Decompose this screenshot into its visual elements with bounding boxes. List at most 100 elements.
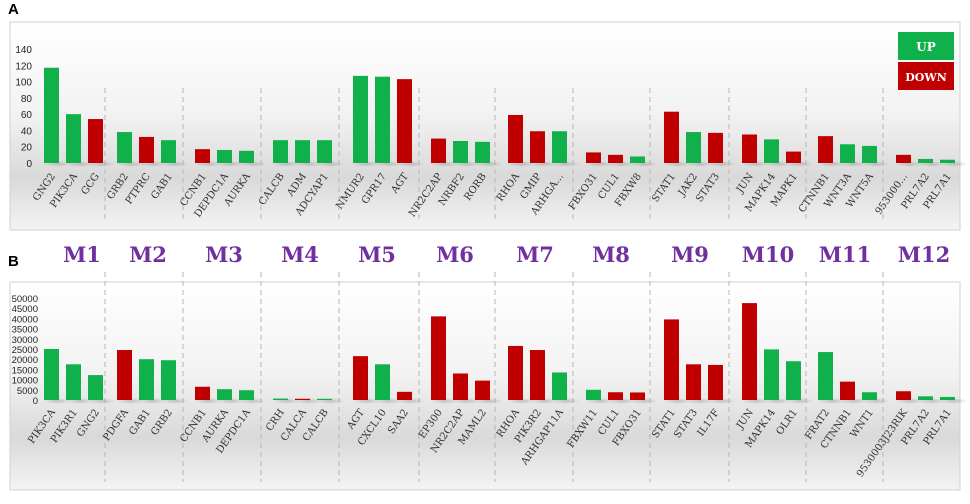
bar-pik3r2 xyxy=(530,350,545,400)
bar-rorb xyxy=(475,141,490,163)
y-tick-label: 40 xyxy=(21,126,33,137)
bar-fbxo31 xyxy=(630,392,645,400)
y-tick-label: 15000 xyxy=(12,365,38,376)
y-tick-label: 25000 xyxy=(12,345,38,356)
bar-gng2 xyxy=(88,375,103,400)
bar-adm xyxy=(295,140,310,163)
bar-rhoa xyxy=(508,114,523,163)
bar-nmur2 xyxy=(353,75,368,163)
bar-depdc1a xyxy=(239,390,254,400)
y-tick-label: 120 xyxy=(15,61,32,72)
bar-ccnb1 xyxy=(195,386,210,400)
bar-pdgfa xyxy=(117,350,132,400)
bar-pik3r1 xyxy=(66,364,81,400)
bar-calca xyxy=(295,398,310,400)
y-tick-label: 40000 xyxy=(12,314,38,325)
y-tick-label: 60 xyxy=(21,110,33,121)
bar-prl7a1 xyxy=(940,396,955,400)
panel-label-a: A xyxy=(8,1,19,18)
bar-mapk14 xyxy=(764,139,779,163)
y-tick-label: 140 xyxy=(15,45,32,56)
bar-arhga- xyxy=(552,131,567,163)
y-tick-label: 100 xyxy=(15,78,32,89)
bar-aurka xyxy=(217,389,232,400)
bar-calcb xyxy=(317,398,332,400)
bar-ctnnb1 xyxy=(818,136,833,163)
module-label-m8: M8 xyxy=(592,242,630,267)
bar-depdc1a xyxy=(217,149,232,163)
bar-cxcl10 xyxy=(375,364,390,400)
module-label-m1: M1 xyxy=(63,242,101,267)
y-tick-label: 10000 xyxy=(12,376,38,387)
bar-9530003j23rik xyxy=(896,391,911,400)
bar-jak2 xyxy=(686,132,701,163)
module-label-m10: M10 xyxy=(742,242,794,267)
bar-jun xyxy=(742,134,757,163)
bar-rhoa xyxy=(508,345,523,400)
bar-953000- xyxy=(896,154,911,163)
legend-up-swatch xyxy=(898,32,954,60)
bar-agt xyxy=(353,356,368,400)
y-tick-label: 0 xyxy=(26,159,32,170)
bar-crh xyxy=(273,398,288,400)
bar-gab1 xyxy=(139,359,154,400)
module-label-m7: M7 xyxy=(516,242,554,267)
bar-prl7a2 xyxy=(918,158,933,163)
bar-ptprc xyxy=(139,136,154,163)
bar-jun xyxy=(742,303,757,400)
legend-down-label: DOWN xyxy=(905,71,947,84)
bar-arhgap11a xyxy=(552,372,567,400)
y-tick-label: 45000 xyxy=(12,304,38,315)
bar-prl7a1 xyxy=(940,159,955,163)
bar-ep300 xyxy=(431,316,446,400)
plot-area xyxy=(9,21,961,231)
bar-stat1 xyxy=(664,111,679,163)
module-label-m3: M3 xyxy=(205,242,243,267)
legend-down-swatch xyxy=(898,62,954,90)
bar-cul1 xyxy=(608,392,623,400)
bar-mapk1 xyxy=(786,151,801,163)
bar-nrbf2 xyxy=(453,141,468,163)
bar-prl7a2 xyxy=(918,396,933,400)
bar-fbxw11 xyxy=(586,389,601,400)
y-tick-label: 50000 xyxy=(12,294,38,305)
module-label-m12: M12 xyxy=(898,242,950,267)
module-label-m9: M9 xyxy=(671,242,709,267)
y-tick-label: 35000 xyxy=(12,325,38,336)
y-tick-label: 20 xyxy=(21,143,33,154)
panel-label-b: B xyxy=(8,253,19,270)
y-tick-label: 20000 xyxy=(12,355,38,366)
bar-gcg xyxy=(88,119,103,163)
bar-nr2c2ap xyxy=(431,138,446,163)
bar-saa2 xyxy=(397,391,412,400)
bar-wnt3a xyxy=(840,144,855,163)
legend-up-label: UP xyxy=(916,40,936,54)
y-tick-label: 80 xyxy=(21,94,33,105)
module-label-m11: M11 xyxy=(819,242,871,267)
bar-fbxw8 xyxy=(630,156,645,163)
module-label-m4: M4 xyxy=(281,242,319,267)
module-label-m5: M5 xyxy=(358,242,396,267)
module-label-m2: M2 xyxy=(129,242,167,267)
bar-stat3 xyxy=(686,364,701,400)
bar-olr1 xyxy=(786,361,801,400)
module-labels: M1 M2 M3 M4 M5 M6 M7 M8 M9 M10 M11 M12 xyxy=(63,242,950,267)
bar-aurka xyxy=(239,150,254,163)
bar-wnt1 xyxy=(862,392,877,400)
y-tick-label: 30000 xyxy=(12,335,38,346)
bar-agt xyxy=(397,79,412,163)
bar-nr2c2ap xyxy=(453,373,468,400)
bar-pik3ca xyxy=(66,114,81,163)
bar-mapk14 xyxy=(764,349,779,400)
bar-fbxo31 xyxy=(586,152,601,163)
chart-panel-b: 0500010000150002000025000300003500040000… xyxy=(9,272,968,491)
bar-stat1 xyxy=(664,319,679,400)
bar-stat3 xyxy=(708,132,723,163)
legend: UP DOWN xyxy=(898,32,954,90)
bar-cul1 xyxy=(608,154,623,163)
bar-il17f xyxy=(708,364,723,400)
bar-adcyap1 xyxy=(317,140,332,163)
bar-gab1 xyxy=(161,140,176,163)
